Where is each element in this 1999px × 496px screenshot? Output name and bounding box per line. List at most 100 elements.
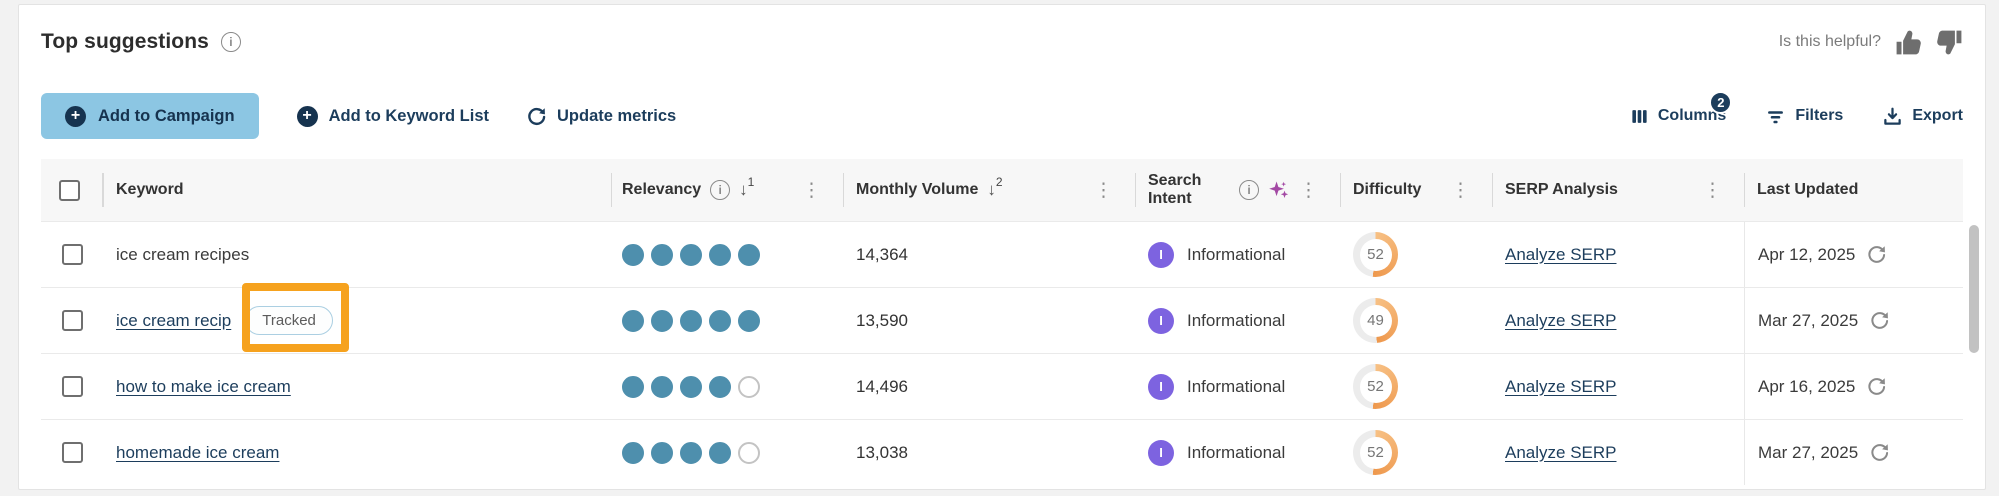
- relevancy-dot-filled: [680, 441, 702, 464]
- difficulty-value: 52: [1359, 436, 1392, 469]
- relevancy-dot-filled: [738, 309, 760, 332]
- keyword-link[interactable]: homemade ice cream: [116, 442, 280, 462]
- info-icon[interactable]: i: [220, 32, 241, 52]
- relevancy-dot-filled: [622, 309, 644, 332]
- header-difficulty-label: Difficulty: [1353, 181, 1422, 198]
- tracked-badge: Tracked: [245, 306, 333, 335]
- difficulty-value: 49: [1359, 304, 1392, 337]
- relevancy-dot-empty: [738, 375, 760, 398]
- monthly-volume-value: 13,038: [856, 442, 908, 462]
- intent-badge-icon: I: [1148, 373, 1174, 400]
- kebab-menu-icon[interactable]: ⋮: [802, 179, 821, 201]
- add-to-campaign-button[interactable]: + Add to Campaign: [41, 93, 259, 139]
- difficulty-value: 52: [1359, 370, 1392, 403]
- update-metrics-button[interactable]: Update metrics: [527, 107, 676, 126]
- difficulty-ring: 52: [1353, 232, 1398, 277]
- last-updated-value: Mar 27, 2025: [1758, 442, 1859, 462]
- row-checkbox[interactable]: [61, 376, 83, 397]
- sort-indicator[interactable]: ↓ 2: [987, 175, 1003, 199]
- monthly-volume-value: 13,590: [856, 310, 908, 330]
- info-icon[interactable]: i: [710, 180, 731, 200]
- header-keyword[interactable]: Keyword: [103, 159, 611, 221]
- add-to-campaign-label: Add to Campaign: [98, 106, 235, 125]
- keyword-link[interactable]: how to make ice cream: [116, 376, 291, 396]
- export-button[interactable]: Export: [1883, 107, 1963, 126]
- filters-button[interactable]: Filters: [1766, 107, 1843, 125]
- vertical-scrollbar[interactable]: [1969, 225, 1979, 353]
- columns-button[interactable]: Columns 2: [1631, 91, 1733, 125]
- refresh-icon[interactable]: [1870, 311, 1889, 330]
- refresh-icon[interactable]: [1867, 245, 1886, 264]
- thumbs-up-icon[interactable]: [1895, 29, 1922, 56]
- relevancy-dot-empty: [738, 441, 760, 464]
- relevancy-dot-filled: [651, 243, 673, 266]
- panel-header: Top suggestions i Is this helpful?: [41, 21, 1963, 63]
- relevancy-dot-filled: [709, 243, 731, 266]
- relevancy-dots: [622, 375, 760, 398]
- kebab-menu-icon[interactable]: ⋮: [1703, 179, 1722, 201]
- refresh-icon[interactable]: [1870, 443, 1889, 462]
- row-checkbox[interactable]: [61, 442, 83, 463]
- select-all-checkbox[interactable]: [58, 179, 80, 201]
- header-monthly-volume[interactable]: Monthly Volume ↓ 2 ⋮: [843, 159, 1135, 221]
- table-row: ice cream recipes 14,364 I Informational…: [41, 221, 1963, 287]
- thumbs-down-icon[interactable]: [1936, 29, 1963, 56]
- intent-label: Informational: [1187, 442, 1286, 462]
- keyword-link[interactable]: ice cream recip: [116, 310, 232, 330]
- kebab-menu-icon[interactable]: ⋮: [1299, 179, 1318, 201]
- info-icon[interactable]: i: [1239, 180, 1259, 200]
- filter-icon: [1766, 108, 1785, 125]
- relevancy-dot-filled: [651, 375, 673, 398]
- analyze-serp-link[interactable]: Analyze SERP: [1505, 244, 1617, 264]
- table-row: ice cream recip Tracked 13,590 I Informa…: [41, 287, 1963, 353]
- page-title: Top suggestions: [41, 30, 209, 53]
- intent-badge-icon: I: [1148, 307, 1174, 334]
- table-toolbar: + Add to Campaign + Add to Keyword List …: [41, 91, 1963, 139]
- monthly-volume-value: 14,364: [856, 244, 908, 264]
- header-search-intent[interactable]: Search Intent i ⋮: [1135, 159, 1340, 221]
- download-icon: [1883, 107, 1902, 126]
- difficulty-ring: 52: [1353, 430, 1398, 475]
- columns-count-badge: 2: [1709, 91, 1733, 114]
- relevancy-dots: [622, 441, 760, 464]
- table-row: how to make ice cream 14,496 I Informati…: [41, 353, 1963, 419]
- select-all-header: [41, 159, 103, 221]
- relevancy-dot-filled: [709, 441, 731, 464]
- kebab-menu-icon[interactable]: ⋮: [1451, 179, 1470, 201]
- relevancy-dot-filled: [680, 243, 702, 266]
- table-header-row: Keyword Relevancy i ↓ 1 ⋮ Monthly Volume …: [41, 159, 1963, 221]
- relevancy-dot-filled: [680, 375, 702, 398]
- analyze-serp-link[interactable]: Analyze SERP: [1505, 376, 1617, 396]
- export-label: Export: [1912, 107, 1963, 124]
- helpful-label: Is this helpful?: [1778, 33, 1881, 50]
- kebab-menu-icon[interactable]: ⋮: [1094, 179, 1113, 201]
- intent-badge-icon: I: [1148, 241, 1174, 268]
- analyze-serp-link[interactable]: Analyze SERP: [1505, 442, 1617, 462]
- relevancy-dot-filled: [622, 375, 644, 398]
- columns-icon: [1631, 108, 1648, 125]
- plus-circle-icon: +: [296, 105, 318, 127]
- intent-badge-icon: I: [1148, 439, 1174, 466]
- difficulty-value: 52: [1359, 238, 1392, 271]
- row-checkbox[interactable]: [61, 310, 83, 331]
- add-to-keyword-list-button[interactable]: + Add to Keyword List: [296, 105, 489, 127]
- analyze-serp-link[interactable]: Analyze SERP: [1505, 310, 1617, 330]
- relevancy-dots: [622, 243, 760, 266]
- filters-label: Filters: [1795, 107, 1844, 124]
- header-relevancy[interactable]: Relevancy i ↓ 1 ⋮: [611, 159, 843, 221]
- ai-sparkles-icon: [1268, 179, 1290, 201]
- add-to-keyword-list-label: Add to Keyword List: [328, 106, 489, 125]
- header-serp-analysis[interactable]: SERP Analysis ⋮: [1492, 159, 1744, 221]
- relevancy-dot-filled: [680, 309, 702, 332]
- header-last-updated[interactable]: Last Updated: [1744, 159, 1963, 221]
- refresh-icon[interactable]: [1867, 377, 1886, 396]
- keyword-text: ice cream recipes: [116, 244, 250, 264]
- header-serp-analysis-label: SERP Analysis: [1505, 181, 1618, 198]
- sort-indicator[interactable]: ↓ 1: [739, 175, 755, 199]
- difficulty-ring: 52: [1353, 364, 1398, 409]
- relevancy-dot-filled: [709, 309, 731, 332]
- intent-label: Informational: [1187, 376, 1286, 396]
- header-last-updated-label: Last Updated: [1757, 181, 1859, 198]
- row-checkbox[interactable]: [61, 244, 83, 265]
- header-difficulty[interactable]: Difficulty ⋮: [1340, 159, 1492, 221]
